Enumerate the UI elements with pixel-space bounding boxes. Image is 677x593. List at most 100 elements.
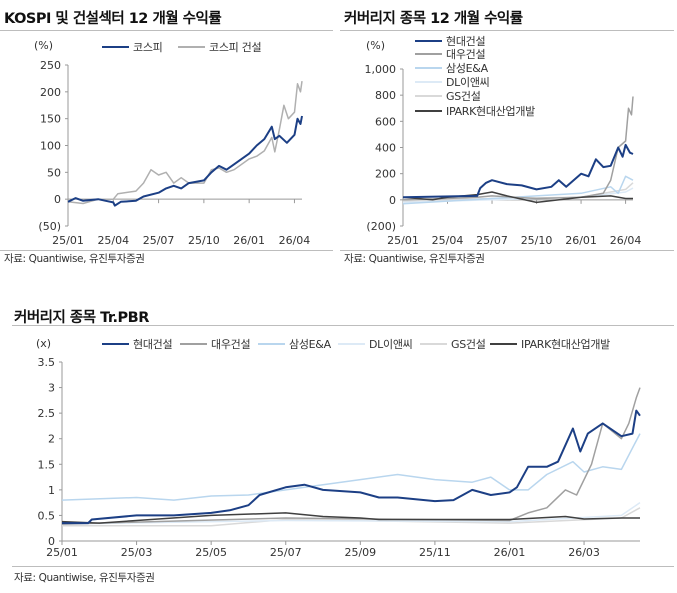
legend-swatch: [178, 46, 205, 48]
legend-swatch: [338, 343, 365, 345]
chart2-y-tick-label: 600: [375, 115, 396, 128]
chart2-y-tick-label: 400: [375, 142, 396, 155]
chart3-series-line-2: [61, 433, 641, 501]
chart3-series-line-5: [61, 512, 640, 524]
chart2-x-tick-label: 25/10: [521, 234, 553, 247]
chart3-x-tick-label: 25/07: [270, 546, 302, 559]
legend-label: 삼성E&A: [289, 338, 331, 351]
chart3-y-tick-label: 2: [48, 433, 55, 446]
legend-label: 현대건설: [133, 338, 173, 351]
chart3-source: 자료: Quantiwise, 유진투자증권: [14, 572, 155, 584]
chart3-y-tick-label: 3: [48, 382, 55, 395]
chart2-source-rule: [340, 250, 674, 251]
legend-swatch: [415, 110, 442, 112]
chart2-x-tick-label: 26/01: [565, 234, 597, 247]
legend-label: 삼성E&A: [446, 62, 488, 75]
chart2-x-tick-label: 25/04: [432, 234, 464, 247]
legend-label: 대우건설: [211, 338, 251, 351]
legend-label: DL이앤씨: [446, 76, 490, 89]
chart2-x-tick-label: 25/01: [387, 234, 419, 247]
chart2-source: 자료: Quantiwise, 유진투자증권: [344, 253, 485, 265]
chart3-x-tick-label: 25/09: [344, 546, 376, 559]
chart1-legend-item-1: 코스피 건설: [178, 39, 262, 55]
chart1-title-rule: [0, 30, 333, 31]
chart1-y-tick-label: 50: [47, 166, 61, 179]
legend-swatch: [415, 95, 442, 97]
legend-swatch: [102, 342, 129, 346]
chart1-unit: (%): [34, 39, 54, 52]
chart3-y-tick-label: 0: [48, 535, 55, 548]
chart3-y-tick-label: 2.5: [38, 407, 56, 420]
chart2-y-tick-label: 0: [389, 194, 396, 207]
chart3-series-line-3: [61, 501, 641, 525]
chart2-y-tick-label: 800: [375, 89, 396, 102]
legend-label: DL이앤씨: [369, 338, 413, 351]
chart3-x-tick-label: 25/01: [46, 546, 78, 559]
legend-label: 대우건설: [446, 48, 486, 61]
legend-label: 코스피 건설: [209, 41, 262, 54]
legend-label: GS건설: [446, 90, 481, 103]
chart3-y-tick-label: 1: [48, 484, 55, 497]
chart1-x-tick-label: 26/04: [279, 234, 311, 247]
chart1-y-tick-label: 200: [40, 86, 61, 99]
chart1-y-tick-label: 150: [40, 113, 61, 126]
legend-swatch: [420, 343, 447, 345]
chart1-x-tick-label: 25/07: [143, 234, 175, 247]
chart3-legend-item-0: 현대건설: [102, 336, 173, 352]
legend-swatch: [415, 81, 442, 83]
chart2-y-tick-label: 200: [375, 168, 396, 181]
legend-swatch: [180, 343, 207, 345]
chart2-legend-item-4: GS건설: [415, 88, 481, 104]
chart2-title-rule: [340, 30, 674, 31]
chart2-series-line-5: [402, 191, 633, 204]
chart2-unit: (%): [366, 39, 386, 52]
chart2-y-tick-label: 1,000: [365, 63, 397, 76]
chart3-y-tick-label: 0.5: [38, 509, 56, 522]
chart3-legend-item-4: GS건설: [420, 336, 486, 352]
chart2-series-line-0: [402, 143, 634, 199]
chart1-x-tick-label: 25/10: [188, 234, 220, 247]
chart1-source: 자료: Quantiwise, 유진투자증권: [4, 253, 145, 265]
chart3-source-rule: [12, 566, 674, 567]
chart2-legend-item-5: IPARK현대산업개발: [415, 103, 535, 119]
chart3-x-tick-label: 26/01: [494, 546, 526, 559]
chart3-y-tick-label: 3.5: [38, 356, 56, 369]
legend-swatch: [258, 343, 285, 345]
chart2-legend-item-1: 대우건설: [415, 46, 486, 62]
chart3-legend-item-5: IPARK현대산업개발: [490, 336, 610, 352]
chart3-x-tick-label: 25/05: [195, 546, 227, 559]
chart3-x-tick-label: 25/11: [419, 546, 451, 559]
legend-swatch: [415, 39, 442, 43]
chart3-title: 커버리지 종목 Tr.PBR: [14, 310, 149, 326]
chart3-x-tick-label: 26/03: [568, 546, 600, 559]
chart2-series-line-1: [402, 96, 634, 201]
chart1-y-tick-label: 250: [40, 59, 61, 72]
chart1-x-tick-label: 25/04: [97, 234, 129, 247]
chart2-y-tick-label: (200): [366, 220, 396, 233]
chart3-title-rule: [12, 325, 674, 326]
chart3-legend-item-3: DL이앤씨: [338, 336, 413, 352]
legend-swatch: [415, 53, 442, 55]
chart1-legend-item-0: 코스피: [102, 39, 163, 55]
chart3-y-tick-label: 1.5: [38, 458, 56, 471]
chart3-legend-item-2: 삼성E&A: [258, 336, 331, 352]
legend-label: 현대건설: [446, 35, 486, 48]
legend-swatch: [102, 45, 129, 49]
chart2-x-tick-label: 25/07: [476, 234, 508, 247]
legend-label: 코스피: [133, 41, 163, 54]
chart1-title: KOSPI 및 건설섹터 12 개월 수익률: [4, 11, 222, 27]
chart1-x-tick-label: 26/01: [233, 234, 265, 247]
chart3-series-line-1: [61, 387, 641, 525]
chart3-legend-item-1: 대우건설: [180, 336, 251, 352]
chart2-x-tick-label: 26/04: [610, 234, 642, 247]
chart3-unit: (x): [36, 337, 52, 350]
legend-label: GS건설: [451, 338, 486, 351]
chart1-series-line-0: [67, 115, 303, 207]
legend-swatch: [490, 343, 517, 345]
chart3-x-tick-label: 25/03: [121, 546, 153, 559]
chart1-source-rule: [0, 250, 333, 251]
chart2-title: 커버리지 종목 12 개월 수익률: [344, 11, 523, 27]
chart3-series-line-0: [62, 409, 641, 525]
legend-label: IPARK현대산업개발: [446, 105, 535, 118]
